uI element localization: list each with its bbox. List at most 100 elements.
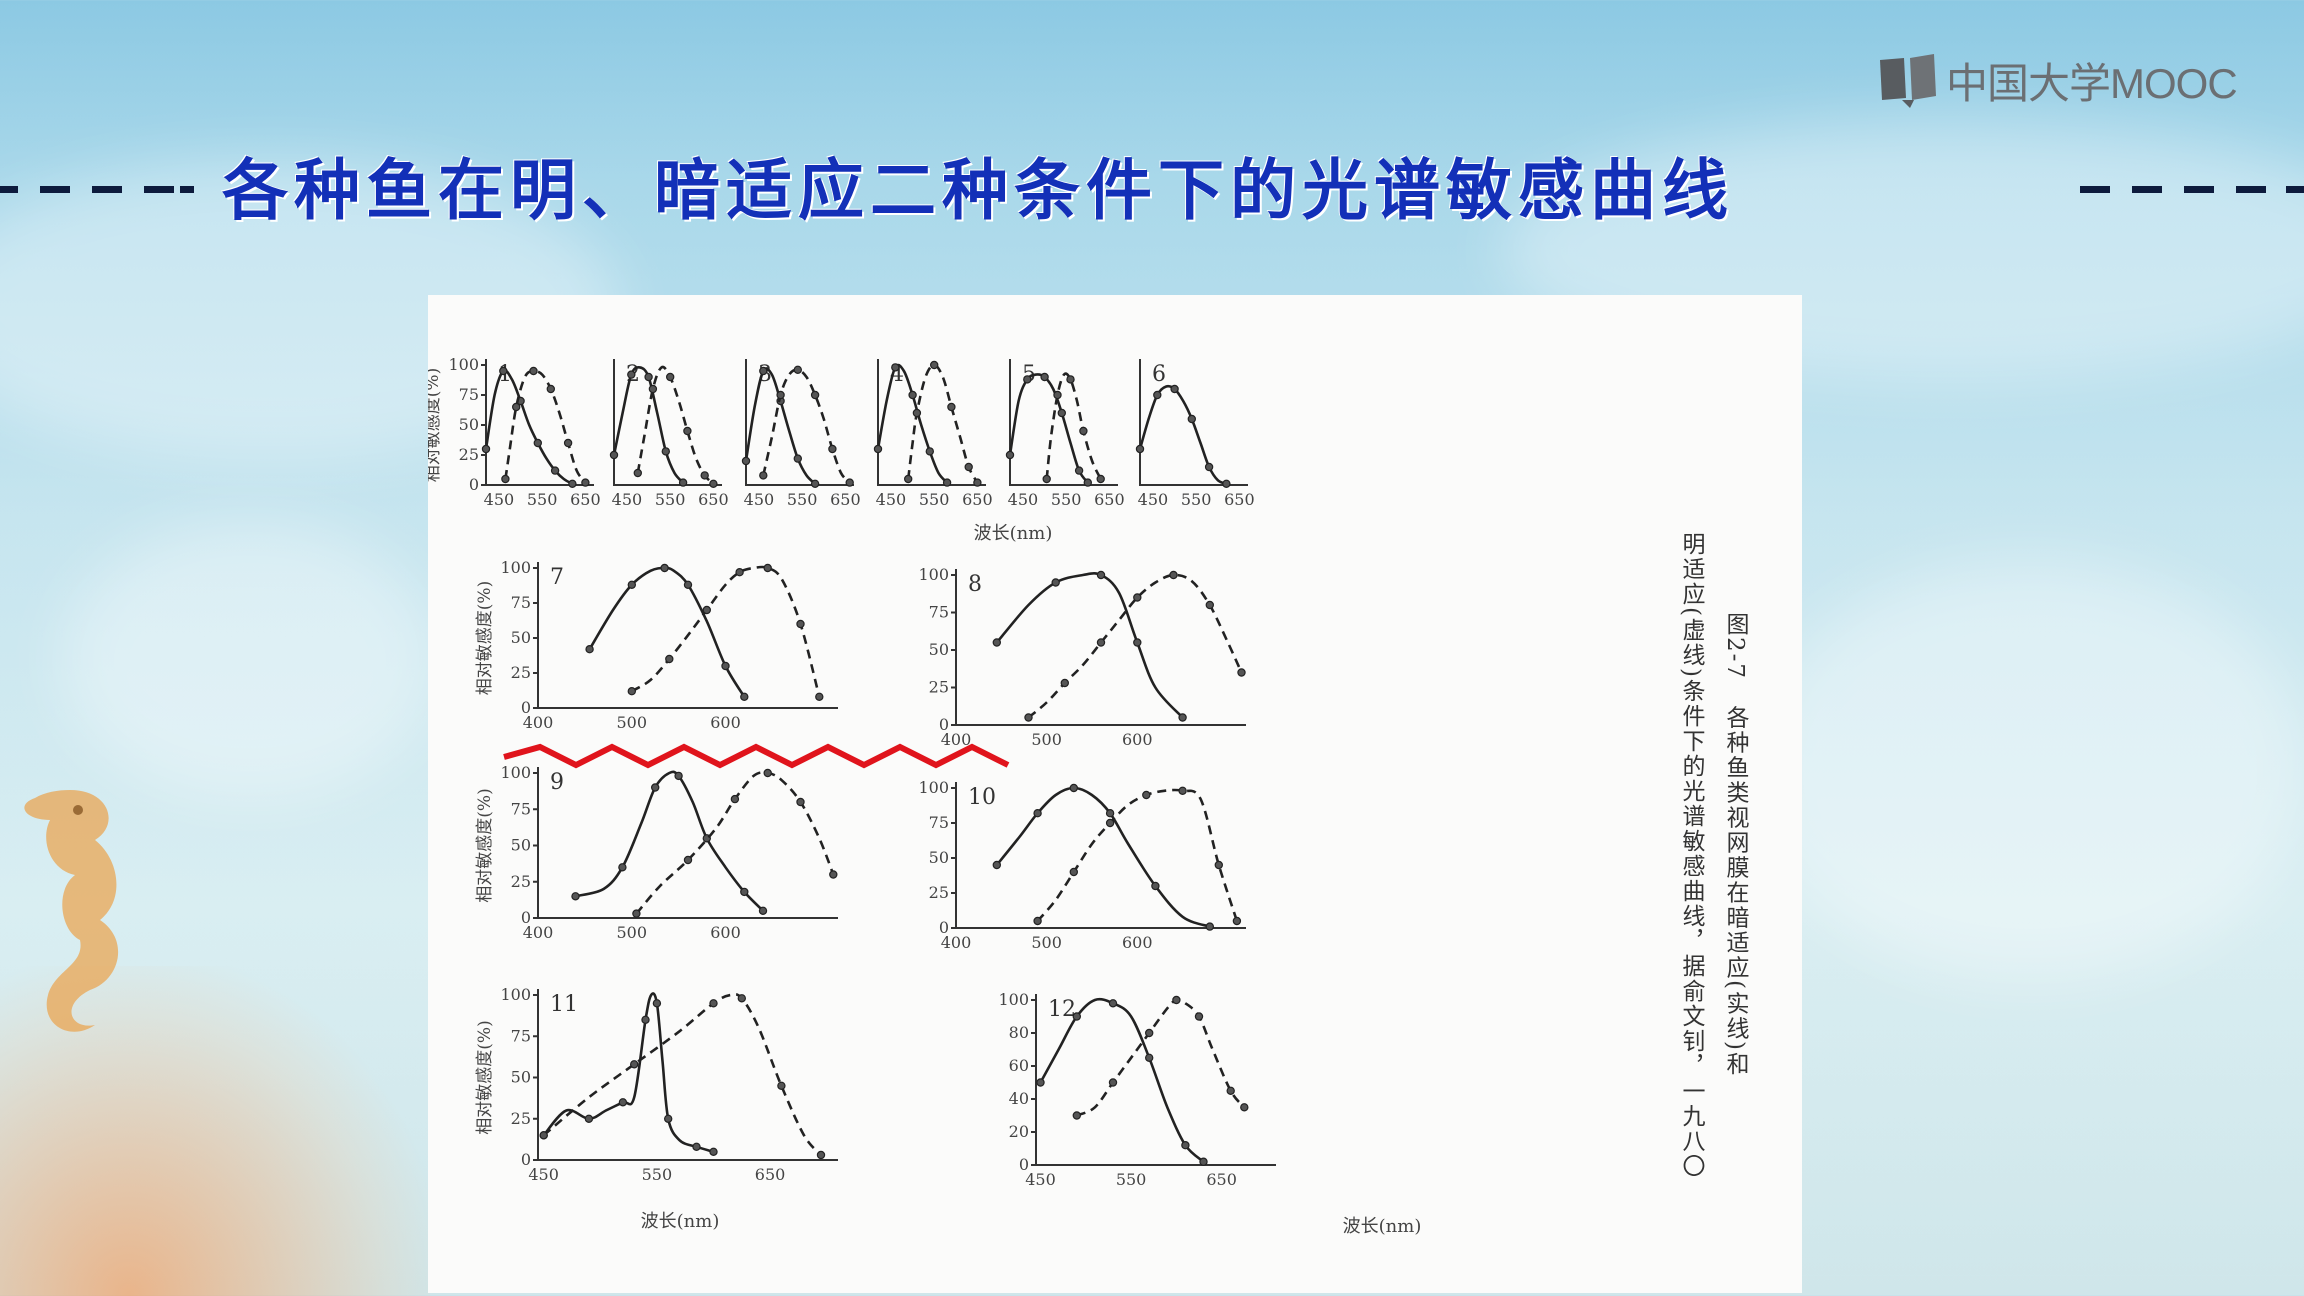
y-tick-label: 0 [521, 698, 531, 717]
data-point [665, 372, 675, 382]
data-point [499, 366, 508, 376]
dashed-curve [631, 565, 821, 698]
x-tick-label: 650 [830, 490, 861, 509]
data-point [665, 654, 674, 664]
data-point [925, 447, 934, 456]
data-point [1133, 638, 1142, 647]
data-point [1108, 999, 1118, 1008]
x-tick-label: 650 [962, 490, 993, 509]
axis-frame [1139, 359, 1248, 486]
data-point [1033, 916, 1042, 926]
x-tick-label: 550 [655, 490, 686, 509]
data-point [1199, 1157, 1208, 1166]
solid-curve [876, 363, 949, 484]
x-tick-label: 450 [612, 490, 643, 509]
title-dash [2080, 186, 2110, 193]
data-point [529, 366, 538, 376]
y-tick-label: 40 [1009, 1089, 1029, 1108]
x-tick-label: 600 [1122, 730, 1153, 749]
data-point [627, 580, 636, 589]
dashed-curve [1036, 788, 1239, 922]
data-point [796, 797, 805, 807]
data-point [652, 999, 662, 1008]
figure-panel: 10255075100450550650相对敏感度(%)245055065034… [428, 295, 1802, 1293]
chart-8: 8 0 25 50 75 100 400 500 600 [918, 565, 1246, 749]
data-point [776, 390, 785, 400]
x-tick-label: 600 [710, 923, 741, 942]
data-point [1222, 479, 1231, 488]
y-tick-label: 50 [511, 836, 531, 855]
x-tick-label: 500 [616, 923, 647, 942]
chart-6: 6 450 550 650 [1135, 359, 1255, 509]
data-point [1108, 1078, 1118, 1087]
data-point [1040, 372, 1049, 382]
x-tick-label: 550 [642, 1165, 673, 1184]
y-tick-label: 75 [459, 385, 479, 404]
data-point [585, 645, 594, 654]
x-tick-label: 400 [523, 713, 554, 732]
page-title: 各种鱼在明、暗适应二种条件下的光谱敏感曲线 [222, 151, 1734, 229]
data-point [1060, 678, 1070, 688]
data-point [700, 471, 709, 480]
x-tick-label: 400 [523, 923, 554, 942]
data-point [629, 1060, 639, 1069]
dashed-curve [906, 363, 979, 484]
caption-line-2: 明适应(虚线)条件下的光谱敏感曲线，据俞文钊，一九八〇 [1678, 532, 1704, 1179]
data-point [1051, 578, 1060, 587]
data-point [759, 471, 768, 480]
x-axis-label: 波长(nm) [974, 523, 1053, 544]
data-point [810, 390, 820, 400]
data-point [1096, 638, 1106, 647]
chart-7: 7 0 25 50 75 100 400 500 600 相对敏感度(%) [475, 558, 838, 732]
data-point [777, 1081, 786, 1091]
y-tick-label: 75 [511, 1026, 531, 1045]
data-point [873, 444, 883, 454]
chart-9: 9 0 25 50 75 100 400 500 600 相对敏感度(%) [475, 763, 838, 942]
y-tick-label: 80 [1009, 1023, 1029, 1042]
data-point [584, 1114, 594, 1124]
panel-number: 10 [968, 785, 996, 810]
chart-grid: 10255075100450550650相对敏感度(%)245055065034… [428, 355, 1276, 1189]
dashed-curve [1076, 998, 1246, 1117]
data-point [1232, 916, 1242, 926]
y-tick-label: 100 [918, 778, 949, 797]
data-point [942, 478, 952, 487]
data-point [759, 366, 768, 376]
data-point [1170, 384, 1179, 394]
data-point [737, 994, 746, 1003]
x-tick-label: 600 [1122, 933, 1153, 952]
solid-curve [1039, 997, 1205, 1163]
data-point [663, 1114, 673, 1124]
data-point [1145, 1053, 1154, 1063]
chart-2: 2450550650 [609, 359, 729, 509]
solid-curve [1008, 373, 1089, 484]
data-point [964, 462, 973, 472]
x-tick-label: 650 [1224, 490, 1255, 509]
data-point [683, 426, 692, 436]
axis-frame [537, 989, 838, 1161]
solid-curve [542, 992, 714, 1154]
x-tick-label: 650 [570, 490, 601, 509]
data-point [644, 372, 653, 382]
data-point [581, 478, 590, 487]
x-tick-label: 550 [787, 490, 818, 509]
x-tick-label: 650 [698, 490, 729, 509]
data-point [815, 692, 824, 701]
dashed-curve [635, 771, 835, 915]
data-point [1069, 783, 1079, 793]
data-point [930, 360, 939, 370]
data-point [1105, 818, 1115, 828]
data-point [763, 563, 772, 573]
x-tick-label: 500 [616, 713, 647, 732]
title-dash [2132, 186, 2162, 193]
x-tick-label: 450 [1008, 490, 1039, 509]
chart-11: 11 0 25 50 75 100 450 550 650 相对敏感度(%) [475, 985, 838, 1184]
y-tick-label: 100 [998, 990, 1029, 1009]
y-tick-label: 50 [511, 1068, 531, 1087]
y-axis-label: 相对敏感度(%) [428, 368, 443, 482]
y-tick-label: 25 [511, 872, 531, 891]
y-tick-label: 0 [1019, 1155, 1029, 1174]
axis-frame [1009, 359, 1118, 486]
